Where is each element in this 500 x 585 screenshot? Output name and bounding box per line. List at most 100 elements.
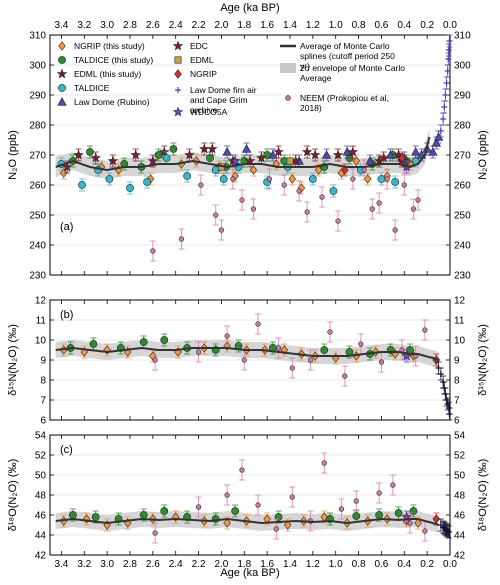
data-point <box>229 155 241 166</box>
spline-envelope <box>55 128 430 179</box>
data-point <box>444 528 451 534</box>
x-tick-label-top: 2.8 <box>123 20 137 31</box>
data-point <box>206 154 214 162</box>
data-point <box>198 182 204 188</box>
data-point <box>443 80 450 86</box>
legend-swatch <box>172 40 184 51</box>
data-point <box>441 104 448 110</box>
data-point <box>378 359 385 365</box>
y-tick-label-right: 10 <box>454 336 466 347</box>
x-axis-title-bottom: Age (ka BP) <box>220 567 279 579</box>
data-point <box>342 373 348 379</box>
x-tick-label-top: 2.6 <box>146 20 160 31</box>
data-point <box>296 188 302 194</box>
spline-mean-line <box>55 346 439 361</box>
data-point <box>68 511 77 519</box>
data-point <box>195 504 202 510</box>
x-tick-label-bottom: 3.2 <box>77 559 91 570</box>
x-tick-label-top: 1.4 <box>283 20 297 31</box>
x-tick-label-top: 2.0 <box>214 20 228 31</box>
x-tick-label-top: 1.8 <box>237 20 251 31</box>
data-point <box>442 92 449 98</box>
data-point <box>152 530 158 536</box>
y-tick-label-left: 48 <box>35 491 47 502</box>
data-point <box>250 206 257 212</box>
data-point <box>239 197 245 203</box>
y-tick-label-left: 54 <box>35 431 47 442</box>
y-tick-label-right: 300 <box>454 61 471 72</box>
data-point <box>255 502 261 508</box>
x-tick-label-bottom: 2.0 <box>214 559 228 570</box>
data-point <box>222 147 232 156</box>
legend-label: Law Dome (Rubino) <box>74 97 150 107</box>
data-point <box>352 156 361 166</box>
data-point <box>78 181 86 189</box>
data-point <box>266 176 273 182</box>
data-point <box>147 155 159 166</box>
data-point <box>446 411 453 417</box>
data-point <box>444 68 451 74</box>
x-tick-label-bottom: 1.2 <box>306 559 320 570</box>
data-point <box>184 149 195 160</box>
y-tick-label-right: 6 <box>454 416 460 427</box>
panel-label: (a) <box>60 221 73 233</box>
data-point <box>73 149 84 160</box>
x-tick-label-bottom: 1.0 <box>329 559 343 570</box>
y-tick-label-right: 250 <box>454 211 471 222</box>
data-point <box>321 460 327 466</box>
data-point <box>321 150 332 159</box>
y-tick-label-left: 50 <box>35 471 47 482</box>
data-point <box>352 512 361 520</box>
legend-swatch <box>174 69 182 79</box>
x-tick-label-top: 1.2 <box>306 20 320 31</box>
legend-swatch <box>172 106 184 117</box>
legend-swatch <box>175 87 181 93</box>
y-tick-label-left: 8 <box>40 376 46 387</box>
x-tick-label-bottom: 1.8 <box>237 559 251 570</box>
y-tick-label-left: 260 <box>29 181 46 192</box>
data-point <box>178 236 185 242</box>
legend-swatch <box>280 63 296 73</box>
y-tick-label-left: 240 <box>29 241 46 252</box>
data-point <box>411 147 421 156</box>
y-tick-label-right: 42 <box>454 551 466 562</box>
data-point <box>365 156 375 165</box>
y-tick-label-right: 12 <box>454 296 466 307</box>
y-tick-label-right: 290 <box>454 91 471 102</box>
legend-label: TALDICE (this study) <box>74 55 153 65</box>
legend-label: Law Dome firn air <box>190 85 257 95</box>
data-point <box>223 518 231 528</box>
legend-swatch <box>58 41 66 51</box>
x-tick-label-bottom: 0.6 <box>374 559 388 570</box>
data-point <box>353 498 359 504</box>
x-tick-label-bottom: 1.4 <box>283 559 297 570</box>
data-point <box>378 152 389 163</box>
legend-label: EDC <box>190 41 208 51</box>
data-point <box>154 151 163 159</box>
x-tick-label-top: 0.0 <box>443 20 457 31</box>
x-tick-label-bottom: 2.4 <box>169 559 183 570</box>
y-tick-label-left: 270 <box>29 151 46 162</box>
data-point <box>414 518 422 528</box>
data-point <box>350 176 356 182</box>
data-point <box>307 357 314 363</box>
data-point <box>410 206 417 212</box>
data-point <box>230 176 236 182</box>
y-tick-label-right: 310 <box>454 31 471 42</box>
data-point <box>415 197 421 203</box>
y-tick-label-left: 46 <box>35 511 47 522</box>
y-tick-label-left: 250 <box>29 211 46 222</box>
legend-label: EDML <box>190 55 214 65</box>
data-point <box>440 116 447 122</box>
data-point <box>301 146 313 157</box>
data-point <box>398 153 406 163</box>
x-tick-label-top: 0.2 <box>420 20 434 31</box>
x-axis-title-top: Age (ka BP) <box>220 2 279 14</box>
data-point <box>286 157 294 165</box>
y-axis-title-right: δ¹⁵N(N₂O) (‰) <box>477 324 489 396</box>
y-tick-label-right: 280 <box>454 121 471 132</box>
data-point <box>422 528 428 534</box>
data-point <box>338 506 345 512</box>
y-axis-title-left: N₂O (ppb) <box>7 130 19 180</box>
x-tick-label-top: 0.6 <box>374 20 388 31</box>
